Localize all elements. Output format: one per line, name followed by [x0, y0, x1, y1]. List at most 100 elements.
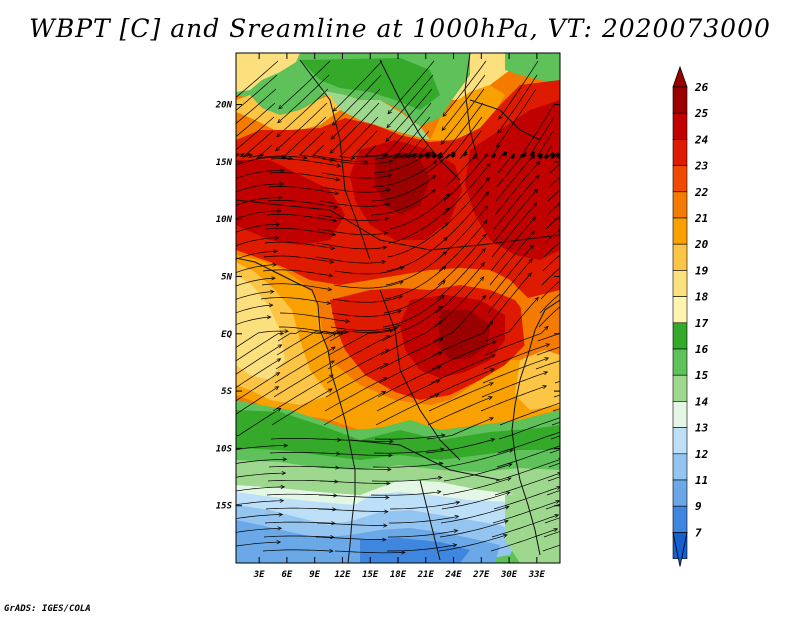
streamline-arrow [223, 131, 227, 135]
streamline [543, 241, 560, 258]
streamline-arrow [497, 128, 502, 134]
streamline-arrow [276, 540, 282, 545]
colorbar-swatch [672, 479, 688, 507]
streamline-arrow [560, 430, 564, 433]
streamline [442, 477, 512, 496]
colorbar-label: 12 [695, 448, 709, 461]
streamline [405, 130, 430, 159]
streamline [236, 358, 281, 388]
streamline-arrow [330, 534, 335, 540]
streamline-arrow [616, 390, 620, 393]
streamline [277, 74, 330, 124]
streamline [553, 394, 560, 398]
sahara-green-pale [320, 90, 430, 140]
streamline-arrow [331, 346, 336, 351]
streamline [425, 438, 495, 454]
colorbar-swatch [672, 453, 688, 481]
streamline-arrow [275, 146, 280, 152]
streamline-arrow [278, 195, 283, 200]
streamline-arrow [386, 481, 391, 486]
streamline-arrow [363, 159, 369, 164]
streamline [330, 324, 401, 331]
streamline-arrow [150, 100, 154, 104]
streamline-arrow [275, 372, 281, 377]
colorbar-swatch [672, 296, 688, 324]
streamline [551, 421, 560, 426]
streamline-arrow [544, 357, 550, 362]
streamline-arrow [553, 528, 559, 532]
streamline-arrow [277, 526, 283, 531]
streamline [386, 74, 434, 128]
streamline [236, 153, 251, 158]
y-tick-label: 20N [215, 101, 233, 111]
streamline [379, 337, 444, 370]
streamline-arrow [607, 515, 611, 518]
streamline [541, 267, 560, 286]
streamline-arrow [488, 396, 493, 401]
streamline-arrow [280, 484, 286, 490]
streamline [370, 491, 441, 496]
streamline-arrow [389, 328, 394, 333]
streamline-arrow [332, 507, 337, 512]
streamline-arrow [555, 499, 560, 504]
streamline [329, 327, 397, 342]
streamline-arrow [271, 276, 276, 281]
streamline-arrow [602, 178, 606, 181]
streamline [236, 500, 284, 506]
streamline-arrow [386, 123, 391, 129]
streamline [375, 393, 439, 426]
streamline-arrow [539, 154, 544, 160]
streamline [389, 515, 459, 524]
streamline [236, 333, 284, 362]
streamline-arrow [545, 343, 551, 348]
streamline-arrow [274, 235, 280, 240]
streamline-arrow [170, 115, 174, 119]
streamline-arrow [444, 207, 450, 213]
streamline [236, 445, 288, 451]
colorbar-label: 18 [695, 291, 709, 304]
streamline [327, 335, 390, 370]
streamline-arrow [434, 393, 440, 398]
streamline-arrow [507, 463, 513, 468]
streamline [236, 344, 282, 375]
streamline-arrow [336, 163, 342, 168]
colorbar-label: 20 [694, 238, 709, 251]
x-tick-label: 33E [528, 570, 546, 580]
streamline-arrow [222, 145, 226, 149]
streamline-arrow [280, 168, 286, 173]
streamline-arrow [483, 205, 489, 210]
streamline-arrow [326, 300, 332, 305]
streamline-arrow [533, 188, 539, 194]
sahara-green-dark [300, 58, 440, 110]
streamline [485, 297, 539, 342]
streamline [236, 183, 284, 193]
streamline [236, 372, 280, 402]
streamline-arrow [436, 490, 442, 495]
streamline [435, 262, 485, 314]
streamline [319, 200, 390, 207]
streamline [370, 189, 436, 216]
colorbar-swatch [672, 348, 688, 376]
streamline-arrow [519, 153, 524, 158]
border-4 [379, 289, 461, 461]
x-tick-label: 9E [309, 570, 320, 580]
streamline [483, 343, 550, 370]
x-tick-label: 3E [253, 570, 265, 580]
streamline-arrow [277, 344, 283, 349]
streamline [387, 60, 435, 114]
streamline-arrow [489, 382, 494, 387]
streamline [388, 530, 458, 538]
streamline [236, 250, 278, 260]
streamline [432, 320, 494, 356]
streamline [151, 61, 207, 104]
streamline-arrow [561, 415, 565, 418]
streamline-arrow [606, 529, 610, 532]
streamline-arrow [389, 439, 394, 444]
colorbar-label: 24 [694, 133, 709, 146]
streamline-arrow [274, 386, 280, 391]
streamline-arrow [273, 249, 279, 254]
streamline [538, 306, 560, 328]
streamline-arrow [403, 152, 409, 157]
streamline-arrow [329, 259, 335, 264]
streamline-arrow [435, 379, 441, 384]
